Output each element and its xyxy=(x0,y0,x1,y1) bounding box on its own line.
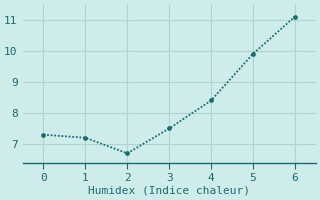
X-axis label: Humidex (Indice chaleur): Humidex (Indice chaleur) xyxy=(88,186,250,196)
